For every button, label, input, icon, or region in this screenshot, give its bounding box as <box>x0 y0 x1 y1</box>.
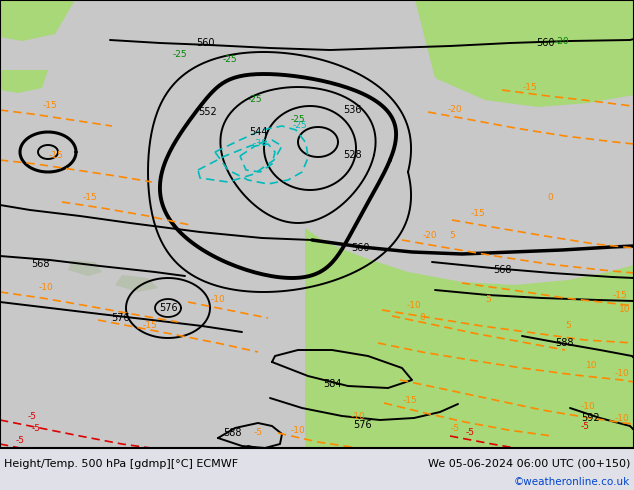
Text: 584: 584 <box>323 379 341 389</box>
Text: -25: -25 <box>290 116 306 124</box>
Text: -15: -15 <box>403 395 417 405</box>
Text: 592: 592 <box>581 413 599 423</box>
Polygon shape <box>0 0 75 41</box>
Text: 584: 584 <box>299 455 317 465</box>
Text: 10: 10 <box>619 305 631 315</box>
Text: 528: 528 <box>343 150 361 160</box>
Text: ©weatheronline.co.uk: ©weatheronline.co.uk <box>514 477 630 488</box>
Polygon shape <box>68 260 102 276</box>
Text: -25: -25 <box>293 122 307 130</box>
Text: -15: -15 <box>82 194 98 202</box>
Text: 576: 576 <box>111 313 129 323</box>
Text: 588: 588 <box>223 428 242 438</box>
Text: 536: 536 <box>343 105 361 115</box>
Text: 552: 552 <box>198 107 217 117</box>
Text: -20: -20 <box>423 231 437 241</box>
Text: -15: -15 <box>42 101 57 111</box>
Text: -15: -15 <box>470 210 486 219</box>
Text: -5: -5 <box>27 412 37 420</box>
Polygon shape <box>115 275 158 292</box>
Text: 5: 5 <box>565 321 571 330</box>
Text: 560: 560 <box>196 38 214 48</box>
Text: 544: 544 <box>249 127 268 137</box>
Text: -10: -10 <box>614 414 630 422</box>
Text: -25: -25 <box>223 55 237 65</box>
Text: -15: -15 <box>143 321 157 330</box>
Bar <box>0 448 634 490</box>
Text: 0: 0 <box>547 194 553 202</box>
Text: -25: -25 <box>248 96 262 104</box>
Text: -10: -10 <box>351 412 365 420</box>
Text: 576: 576 <box>158 303 178 313</box>
Polygon shape <box>305 228 634 448</box>
Polygon shape <box>415 0 634 107</box>
Text: -10: -10 <box>39 284 53 293</box>
Text: -5: -5 <box>512 460 521 468</box>
Text: 0: 0 <box>419 314 425 322</box>
Text: -5: -5 <box>451 423 460 433</box>
Text: -15: -15 <box>49 151 63 161</box>
Text: Height/Temp. 500 hPa [gdmp][°C] ECMWF: Height/Temp. 500 hPa [gdmp][°C] ECMWF <box>4 459 238 469</box>
Text: 560: 560 <box>536 38 554 48</box>
Text: 568: 568 <box>31 259 49 269</box>
Text: -10: -10 <box>581 401 595 411</box>
Text: -15: -15 <box>522 83 538 93</box>
Text: -15: -15 <box>612 292 628 300</box>
Text: -25: -25 <box>172 50 187 59</box>
Text: -20: -20 <box>448 105 462 115</box>
Text: -5: -5 <box>581 421 590 431</box>
Text: -20: -20 <box>555 38 569 47</box>
Polygon shape <box>0 70 48 93</box>
Text: -5: -5 <box>254 427 262 437</box>
Text: -5: -5 <box>32 423 41 433</box>
Text: -10: -10 <box>210 295 225 304</box>
Text: 5: 5 <box>485 295 491 304</box>
Text: -5: -5 <box>465 427 474 437</box>
Text: 5: 5 <box>449 230 455 240</box>
Text: -10: -10 <box>614 368 630 377</box>
Text: -30: -30 <box>252 140 268 148</box>
Text: 568: 568 <box>493 265 511 275</box>
Text: -10: -10 <box>406 301 422 311</box>
Text: 10: 10 <box>586 362 598 370</box>
Text: 576: 576 <box>353 420 372 430</box>
Text: -10: -10 <box>290 425 306 435</box>
Text: 560: 560 <box>351 243 369 253</box>
Text: We 05-06-2024 06:00 UTC (00+150): We 05-06-2024 06:00 UTC (00+150) <box>427 459 630 469</box>
Text: -5: -5 <box>15 436 25 444</box>
Text: 588: 588 <box>555 338 573 348</box>
Polygon shape <box>528 0 634 46</box>
